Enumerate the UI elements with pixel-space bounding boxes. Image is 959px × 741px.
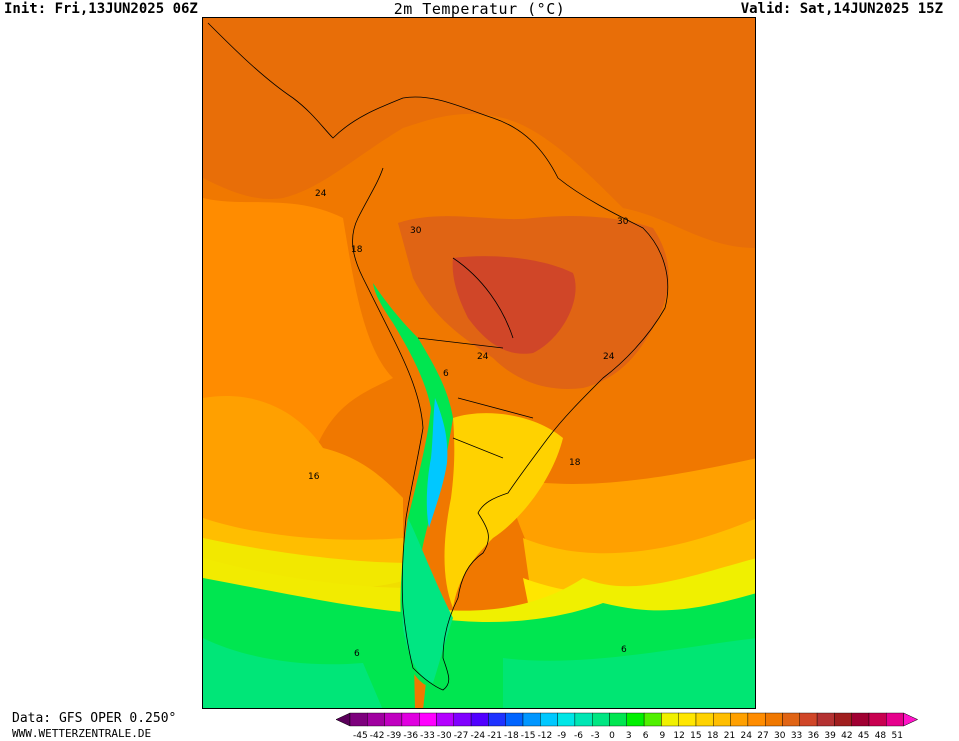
andes-coldest [426,398,448,528]
legend-tick-label: -33 [420,731,435,740]
legend-tick-label: -6 [574,731,583,740]
legend-tick-label: 27 [757,731,768,740]
legend-swatch [522,712,541,727]
tropical-band [203,18,755,248]
legend-swatch [886,712,904,727]
legend-swatch [834,712,852,727]
legend-swatch [574,712,593,727]
legend-swatch [799,712,818,727]
legend-tick-label: 33 [791,731,802,740]
legend-tick-label: 39 [824,731,836,740]
legend-swatch [557,712,576,727]
legend-swatch [747,712,766,727]
contour-label: 16 [308,472,320,482]
legend-tick-label: -9 [557,731,566,740]
green-south-east [503,638,755,708]
legend-swatch [470,712,489,727]
legend-swatch [851,712,870,727]
legend-tick-label: 45 [858,731,869,740]
legend-tick-label: 0 [609,731,615,740]
legend-tick-label: -42 [370,731,385,740]
legend-tick-label: 21 [724,731,735,740]
pampas [444,413,563,608]
legend-swatch [367,712,385,727]
legend-swatch [401,712,420,727]
brazil-core [452,256,576,354]
andes-cold [373,283,453,688]
legend-tick-label: 6 [643,731,649,740]
legend-tick-label: -21 [487,731,502,740]
contour-label: 6 [354,649,360,659]
legend-swatch [868,712,887,727]
contour-label: 6 [443,369,449,379]
legend-tick-label: -36 [403,731,418,740]
legend-tick-label: -27 [454,731,469,740]
map-title: 2m Temperatur (°C) [393,0,566,18]
legend-swatch [592,712,610,727]
legend-swatch [678,712,697,727]
legend-swatch [695,712,714,727]
valid-time: Valid: Sat,14JUN2025 15Z [740,1,943,17]
legend-swatch [713,712,731,727]
legend-tick-label: 30 [774,731,786,740]
green-south-west [203,638,383,708]
contour-label: 6 [621,645,627,655]
contour-label: 18 [351,245,363,255]
legend-swatch [418,712,437,727]
legend-tick-label: 15 [690,731,701,740]
map-canvas: 24 30 18 30 24 24 6 16 18 6 6 [203,18,755,708]
legend-tick-label: 24 [741,731,753,740]
legend-tick-label: -15 [521,731,536,740]
contour-label: 30 [410,226,422,236]
legend-arrow-right [903,712,919,727]
legend-tick-label: -30 [437,731,452,740]
legend-tick-label: 9 [659,731,665,740]
legend-tick-label: -12 [538,731,553,740]
contour-label: 24 [603,352,615,362]
legend-tick-label: -24 [470,731,485,740]
legend-arrow-left [336,712,351,727]
legend-tick-label: -3 [591,731,600,740]
legend-tick-label: 18 [707,731,719,740]
data-source: Data: GFS OPER 0.250° [12,711,177,726]
legend-swatch [540,712,558,727]
legend-tick-label: 3 [626,731,632,740]
legend-tick-label: 36 [808,731,820,740]
legend-swatch [488,712,506,727]
legend-tick-label: 51 [891,731,902,740]
legend-swatch [453,712,472,727]
legend-swatch [609,712,627,727]
contour-label: 30 [617,217,629,227]
contour-label: 24 [315,189,327,199]
legend-swatch [626,712,645,727]
contour-label: 24 [477,352,489,362]
legend-swatch [505,712,524,727]
legend-tick-label: -18 [504,731,519,740]
pacific-mid-band [203,396,403,547]
coastlines [207,22,669,691]
legend-swatch [661,712,679,727]
legend-tick-label: 42 [841,731,852,740]
legend-tick-label: 12 [673,731,684,740]
init-time: Init: Fri,13JUN2025 06Z [4,1,198,17]
legend-swatch [436,712,454,727]
legend-swatch [349,712,368,727]
legend-tick-label: -45 [353,731,368,740]
legend-swatch [782,712,800,727]
legend-swatch [816,712,835,727]
legend-swatch [765,712,783,727]
color-legend: -45 -42 -39 -36 -33 -30 -27 -24 -21 -18 -15 -12 -9 -6… [336,712,919,740]
patagonia [402,518,453,683]
legend-swatch [384,712,403,727]
temperature-map: 24 30 18 30 24 24 6 16 18 6 6 [202,17,756,709]
legend-swatch [730,712,749,727]
contour-label: 18 [569,458,581,468]
legend-tick-label: -39 [387,731,402,740]
legend-tick-label: 48 [875,731,887,740]
legend-swatch [643,712,662,727]
website-credit: WWW.WETTERZENTRALE.DE [12,727,152,740]
